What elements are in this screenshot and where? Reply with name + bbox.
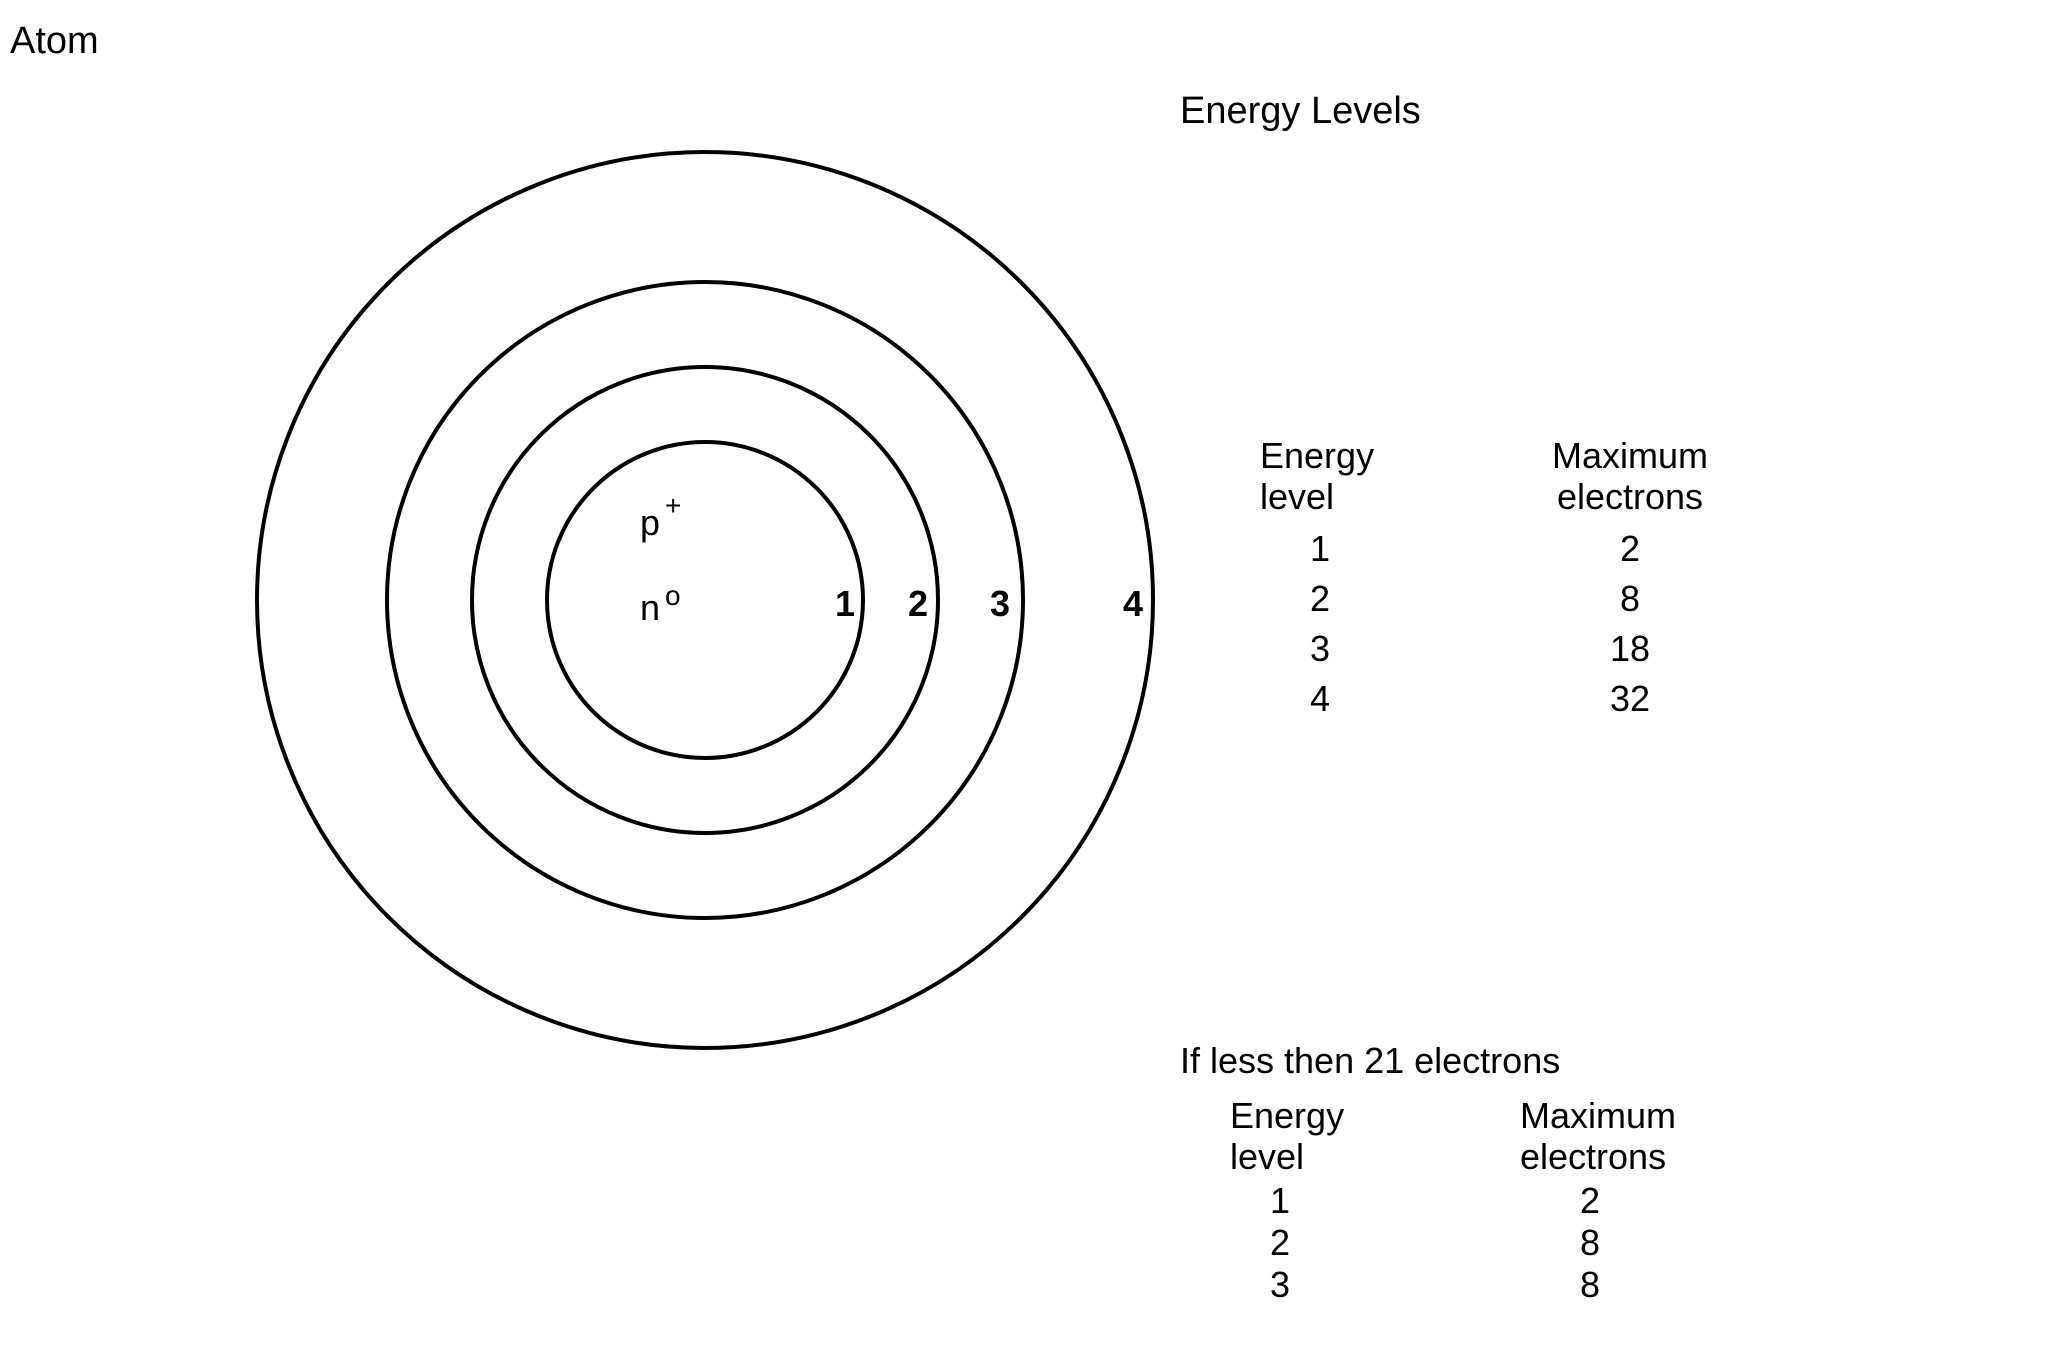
header-text: level (1230, 1136, 1304, 1177)
shell-1-label: 1 (835, 583, 855, 625)
table-header: Energy level Maximum electrons (1230, 1095, 1740, 1178)
cell-level: 3 (1230, 1264, 1520, 1306)
table-row: 1 2 (1260, 528, 1740, 570)
header-text: Energy (1230, 1095, 1344, 1136)
shell-3-label: 3 (990, 583, 1010, 625)
cell-max: 8 (1520, 578, 1740, 620)
header-text: Maximum (1520, 1095, 1676, 1136)
cell-level: 4 (1260, 678, 1520, 720)
cell-level: 2 (1260, 578, 1520, 620)
neutron-superscript: o (665, 580, 681, 612)
cell-level: 1 (1260, 528, 1520, 570)
header-text: Maximum (1552, 435, 1708, 476)
cell-level: 1 (1230, 1180, 1520, 1222)
table-row: 2 8 (1260, 578, 1740, 620)
proton-symbol: p (640, 505, 660, 541)
neutron-symbol: n (640, 590, 660, 626)
cell-max: 8 (1520, 1264, 1740, 1306)
header-text: Energy (1260, 435, 1374, 476)
proton-superscript: + (665, 490, 681, 522)
cell-level: 3 (1260, 628, 1520, 670)
col-max-electrons-header: Maximum electrons (1520, 435, 1740, 518)
shell-1-circle (545, 440, 865, 760)
header-text: level (1260, 476, 1334, 517)
less-than-21-caption: If less then 21 electrons (1180, 1040, 1560, 1082)
cell-max: 2 (1520, 528, 1740, 570)
cell-max: 2 (1520, 1180, 1740, 1222)
energy-levels-title: Energy Levels (1180, 90, 1421, 133)
header-text: electrons (1557, 476, 1703, 517)
col-energy-level-header: Energy level (1260, 435, 1520, 518)
col-energy-level-header: Energy level (1230, 1095, 1520, 1178)
cell-max: 32 (1520, 678, 1740, 720)
table-row: 3 18 (1260, 628, 1740, 670)
cell-level: 2 (1230, 1222, 1520, 1264)
table-row: 1 2 (1230, 1180, 1740, 1222)
atom-title: Atom (10, 20, 99, 63)
table-row: 4 32 (1260, 678, 1740, 720)
col-max-electrons-header: Maximum electrons (1520, 1095, 1740, 1178)
energy-table-main: Energy level Maximum electrons 1 2 2 8 3… (1260, 435, 1740, 720)
cell-max: 8 (1520, 1222, 1740, 1264)
shell-2-label: 2 (908, 583, 928, 625)
table-row: 3 8 (1230, 1264, 1740, 1306)
cell-max: 18 (1520, 628, 1740, 670)
energy-table-secondary: Energy level Maximum electrons 1 2 2 8 3… (1230, 1095, 1740, 1306)
atom-diagram: p + n o 1 2 3 4 (135, 75, 1035, 975)
table-header: Energy level Maximum electrons (1260, 435, 1740, 518)
header-text: electrons (1520, 1136, 1666, 1177)
table-row: 2 8 (1230, 1222, 1740, 1264)
shell-4-label: 4 (1123, 583, 1143, 625)
